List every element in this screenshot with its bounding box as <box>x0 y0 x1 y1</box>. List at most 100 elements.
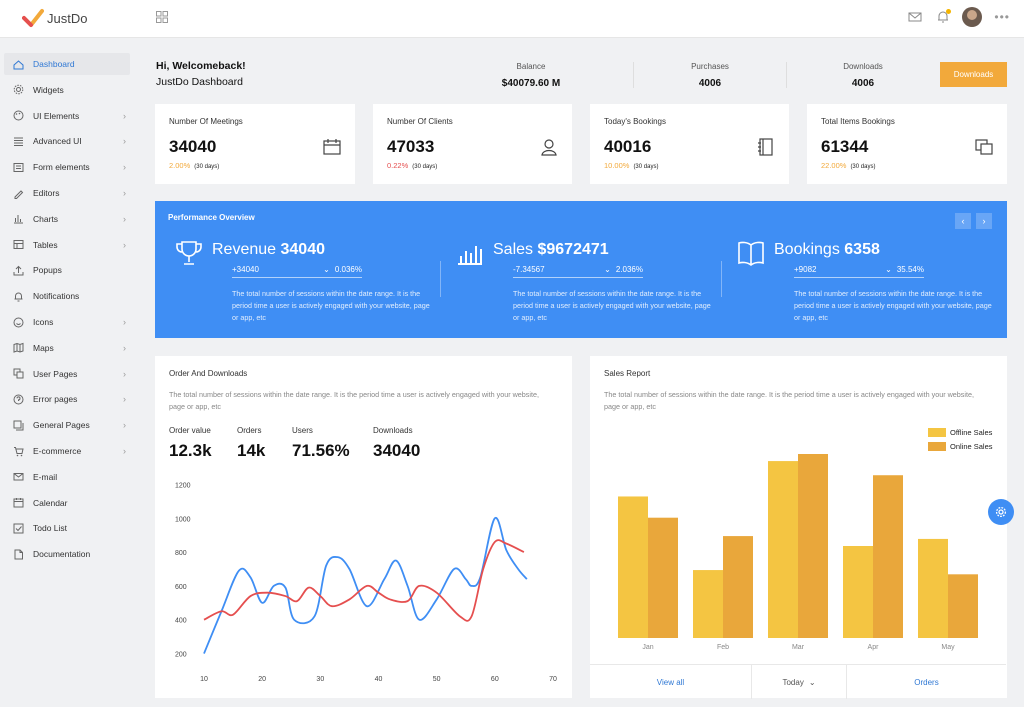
sidebar-item-charts[interactable]: Charts › <box>4 208 130 230</box>
trophy-icon <box>176 241 202 265</box>
stat-percent: 22.00% <box>821 161 847 170</box>
perf-desc: The total number of sessions within the … <box>513 289 711 322</box>
stat-percent: 2.00% <box>169 161 191 170</box>
top-bar: JustDo ••• <box>0 0 1024 38</box>
stat-value: 34040 <box>373 441 421 460</box>
sidebar-item-advanced-ui[interactable]: Advanced UI › <box>4 130 130 152</box>
chevron-left-icon: ‹ <box>961 216 965 226</box>
sidebar-item-error-pages[interactable]: Error pages › <box>4 388 130 410</box>
gear-icon <box>995 506 1007 518</box>
line-series-0 <box>203 517 528 654</box>
sidebar-item-dashboard[interactable]: Dashboard <box>4 53 130 75</box>
chart-legend: Offline Sales Online Sales <box>928 428 993 456</box>
y-tick-label: 1000 <box>175 516 191 523</box>
settings-button[interactable] <box>988 499 1014 525</box>
sidebar-item-todo-list[interactable]: Todo List <box>4 517 130 539</box>
sales-report-card: Sales Report The total number of session… <box>590 356 1007 699</box>
perf-name: Sales <box>493 241 534 258</box>
chevron-right-icon: › <box>982 216 986 226</box>
downloads-stat: Downloads 4006 <box>803 62 923 89</box>
sidebar-item-popups[interactable]: Popups <box>4 259 130 281</box>
logo[interactable]: JustDo <box>22 8 87 28</box>
sidebar-item-label: Popups <box>33 265 62 276</box>
stat-period: (30 days) <box>850 164 876 170</box>
next-button[interactable]: › <box>976 213 992 229</box>
perf-delta: +9082 <box>794 265 817 274</box>
bar-feb-online <box>723 536 753 638</box>
sidebar-item-label: General Pages <box>33 420 90 431</box>
grid-menu-icon[interactable] <box>156 11 168 23</box>
stat-label: Orders <box>237 426 262 435</box>
period-dropdown[interactable]: Today ⌄ <box>752 665 847 699</box>
notebook-icon <box>758 138 773 156</box>
sales-report-bar-chart: Jan Feb Mar Apr May <box>618 454 978 651</box>
sidebar-item-label: Advanced UI <box>33 136 82 147</box>
orders-stat: Orders 14k <box>237 426 265 461</box>
notification-dot <box>946 9 952 14</box>
avatar[interactable] <box>962 7 983 27</box>
legend-label: Online Sales <box>950 442 993 451</box>
chevron-right-icon: › <box>123 394 126 405</box>
sidebar-item-widgets[interactable]: Widgets <box>4 79 130 101</box>
sales-report-desc: The total number of sessions within the … <box>604 390 974 411</box>
sidebar-item-form-elements[interactable]: Form elements › <box>4 156 130 178</box>
x-tick-label: 30 <box>316 676 324 683</box>
x-tick-label: 50 <box>433 676 441 683</box>
perf-delta: -7.34567 <box>513 265 545 274</box>
balance-value: $40079.60 M <box>501 78 561 89</box>
copy-icon <box>975 139 993 155</box>
pen-icon <box>14 189 24 199</box>
sidebar-item-calendar[interactable]: Calendar <box>4 492 130 514</box>
mail-icon <box>13 473 24 481</box>
sidebar-item-e-mail[interactable]: E-mail <box>4 466 130 488</box>
downloads-button[interactable]: Downloads <box>940 62 1007 87</box>
sidebar-item-tables[interactable]: Tables › <box>4 234 130 256</box>
chevron-down-icon: ⌄ <box>885 265 892 274</box>
stat-value: 34040 <box>169 137 217 156</box>
stat-label: Downloads <box>373 426 413 435</box>
sidebar-item-maps[interactable]: Maps › <box>4 337 130 359</box>
bar-apr-offline <box>843 546 873 638</box>
notifications-button[interactable] <box>936 9 952 24</box>
x-tick-label: 40 <box>375 676 383 683</box>
orders-link[interactable]: Orders <box>914 677 939 687</box>
sidebar-item-ui-elements[interactable]: UI Elements › <box>4 105 130 127</box>
stat-percent: 0.22% <box>387 161 409 170</box>
stat-card-meetings: Number Of Meetings 34040 2.00% (30 days) <box>155 104 355 184</box>
x-tick-label: 60 <box>491 676 499 683</box>
x-tick-label: Mar <box>792 644 805 651</box>
x-tick-label: Feb <box>717 644 729 651</box>
perf-change: 35.54% <box>896 265 924 274</box>
sidebar-item-e-commerce[interactable]: E-commerce › <box>4 440 130 462</box>
sidebar-item-notifications[interactable]: Notifications <box>4 285 130 307</box>
bar-chart-icon <box>458 246 482 265</box>
users-stat: Users 71.56% <box>292 426 350 461</box>
sidebar-item-user-pages[interactable]: User Pages › <box>4 363 130 385</box>
sidebar: Dashboard Widgets UI Elements › Advanced UI ›… <box>0 38 142 707</box>
chevron-down-icon: ⌄ <box>808 677 816 687</box>
bell-icon <box>938 11 949 23</box>
order-downloads-title: Order And Downloads <box>169 369 248 378</box>
prev-button[interactable]: ‹ <box>955 213 971 229</box>
chevron-right-icon: › <box>123 162 126 173</box>
perf-value: 34040 <box>280 241 326 258</box>
chevron-right-icon: › <box>123 317 126 327</box>
sidebar-item-icons[interactable]: Icons › <box>4 311 130 333</box>
stat-card-clients: Number Of Clients 47033 0.22% (30 days) <box>373 104 572 184</box>
perf-name: Bookings <box>774 241 840 258</box>
sidebar-item-label: Documentation <box>33 549 91 560</box>
logo-text: JustDo <box>47 10 88 26</box>
legend-item-online: Online Sales <box>928 442 993 451</box>
sidebar-item-documentation[interactable]: Documentation <box>4 543 130 565</box>
mail-icon[interactable] <box>908 10 922 24</box>
purchases-label: Purchases <box>691 62 729 71</box>
sidebar-item-general-pages[interactable]: General Pages › <box>4 414 130 436</box>
view-all-link[interactable]: View all <box>590 665 752 699</box>
greeting: Hi, Welcomeback! <box>156 60 246 72</box>
more-icon[interactable]: ••• <box>994 10 1010 24</box>
order-downloads-card: Order And Downloads The total number of … <box>155 356 572 698</box>
chevron-right-icon: › <box>123 368 126 379</box>
y-tick-label: 600 <box>175 584 187 591</box>
line-series-1 <box>203 539 525 622</box>
sidebar-item-editors[interactable]: Editors › <box>4 182 130 204</box>
